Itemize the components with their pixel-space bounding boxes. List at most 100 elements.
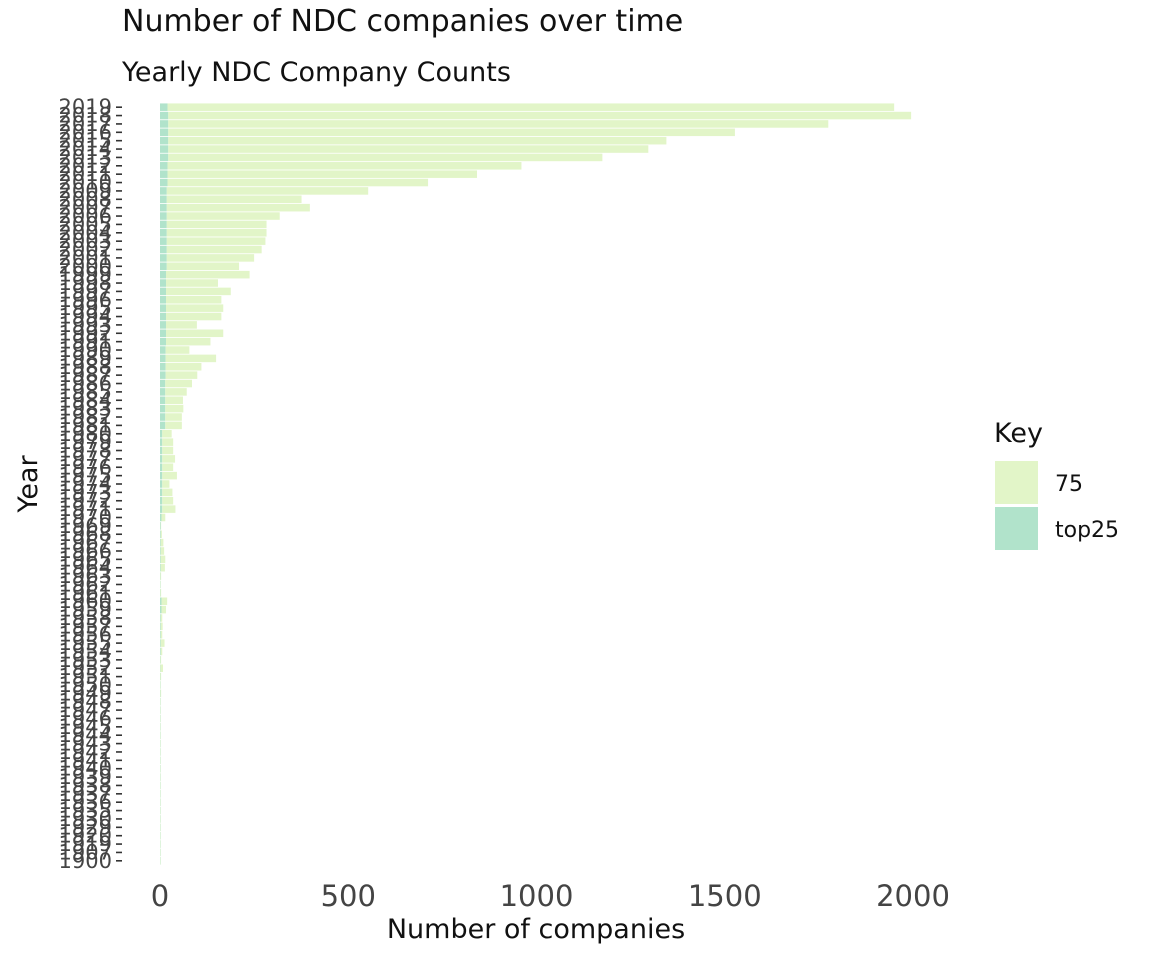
y-tick-label-2011: 2011: [59, 162, 112, 186]
y-tick-label-1948: 1948: [59, 690, 112, 714]
bar-75-1976: [162, 463, 174, 472]
bar-75-2003: [166, 237, 266, 245]
x-tick-label-1500: 1500: [688, 879, 762, 913]
y-tick-label-1964: 1964: [59, 556, 112, 580]
y-tick-label-1947: 1947: [59, 698, 112, 722]
y-tick-label-2002: 2002: [59, 238, 112, 262]
y-tick-label-1943: 1943: [59, 732, 112, 756]
bar-75-1985: [165, 388, 187, 396]
bar-top25-2005: [160, 220, 167, 229]
bar-75-1963: [160, 572, 162, 580]
y-tick-label-1941: 1941: [59, 748, 112, 772]
bar-top25-1993: [160, 321, 167, 329]
bar-top25-1975: [160, 471, 163, 480]
y-tick-label-1930: 1930: [59, 807, 112, 831]
bar-top25-1991: [160, 337, 167, 346]
bar-75-1998: [166, 279, 218, 287]
bar-top25-1994: [160, 312, 167, 321]
bar-75-1983: [165, 404, 184, 413]
y-tick-label-1907: 1907: [59, 840, 112, 864]
bar-top25-1959: [160, 605, 162, 614]
legend-swatch-top25: [995, 507, 1038, 550]
bar-75-1951: [160, 672, 162, 681]
bar-top25-1957: [160, 622, 161, 631]
bar-top25-1990: [160, 346, 166, 354]
bar-75-2018: [168, 111, 912, 120]
y-tick-label-2008: 2008: [59, 187, 112, 211]
y-axis: 2019201820172016201520142013201220112010…: [59, 95, 122, 873]
y-tick-label-1945: 1945: [59, 715, 112, 739]
y-tick-label-1956: 1956: [59, 623, 112, 647]
bar-75-1971: [162, 505, 176, 513]
y-tick-label-1973: 1973: [59, 480, 112, 504]
bar-75-1953: [160, 656, 162, 664]
y-tick-label-1936: 1936: [59, 790, 112, 814]
bar-75-2010: [167, 178, 429, 187]
bar-top25-1988: [160, 363, 166, 371]
y-axis-title: Year: [13, 455, 44, 514]
bar-top25-1987: [160, 371, 166, 379]
bar-75-1955: [160, 639, 165, 647]
y-tick-label-2010: 2010: [59, 171, 112, 195]
y-tick-label-2009: 2009: [59, 179, 112, 203]
bar-75-1957: [160, 622, 163, 631]
bar-75-2011: [167, 170, 478, 178]
chart-title: Number of NDC companies over time: [122, 4, 683, 39]
bar-top25-2004: [160, 229, 167, 237]
bar-75-2009: [166, 187, 369, 195]
bar-75-2012: [167, 162, 522, 170]
y-tick-label-1966: 1966: [59, 539, 112, 563]
bar-75-1999: [166, 270, 250, 279]
bar-top25-2007: [160, 203, 167, 212]
bar-75-2002: [166, 245, 262, 254]
bar-75-1949: [160, 689, 162, 698]
legend-swatch-75: [995, 461, 1038, 504]
bar-75-2008: [166, 195, 302, 204]
bar-75-1973: [162, 488, 173, 497]
bar-top25-1996: [160, 296, 167, 304]
y-tick-label-1993: 1993: [59, 313, 112, 337]
bar-top25-1967: [160, 538, 161, 547]
bar-top25-1986: [160, 379, 166, 388]
bar-top25-1998: [160, 279, 167, 287]
bar-top25-1970: [160, 513, 162, 522]
bar-top25-1972: [160, 496, 163, 505]
y-tick-label-1999: 1999: [59, 263, 112, 287]
y-tick-label-1980: 1980: [59, 422, 112, 446]
y-tick-label-1970: 1970: [59, 505, 112, 529]
bar-75-1974: [162, 480, 170, 488]
bar-75-1972: [162, 496, 174, 505]
y-tick-label-1995: 1995: [59, 296, 112, 320]
y-tick-label-1996: 1996: [59, 288, 112, 312]
y-tick-label-1958: 1958: [59, 606, 112, 630]
bar-75-1964: [160, 563, 165, 572]
bar-75-1956: [160, 630, 163, 639]
bar-top25-1973: [160, 488, 163, 497]
y-tick-label-1969: 1969: [59, 514, 112, 538]
bar-75-1959: [161, 605, 167, 614]
y-tick-label-1919: 1919: [59, 832, 112, 856]
bar-top25-1969: [160, 522, 161, 530]
y-tick-label-1982: 1982: [59, 405, 112, 429]
bar-top25-1966: [160, 547, 161, 555]
bar-top25-1974: [160, 480, 163, 488]
bar-75-1980: [162, 429, 172, 438]
y-tick-label-1949: 1949: [59, 681, 112, 705]
bar-top25-1976: [160, 463, 163, 472]
y-tick-label-2006: 2006: [59, 204, 112, 228]
y-tick-label-1987: 1987: [59, 363, 112, 387]
bar-75-2015: [168, 136, 667, 145]
y-tick-label-1940: 1940: [59, 757, 112, 781]
y-tick-label-2001: 2001: [59, 246, 112, 270]
y-tick-label-2015: 2015: [59, 129, 112, 153]
bar-top25-2003: [160, 237, 167, 245]
bar-75-2016: [168, 128, 735, 137]
y-tick-label-2018: 2018: [59, 104, 112, 128]
y-tick-label-1938: 1938: [59, 773, 112, 797]
y-tick-label-1984: 1984: [59, 388, 112, 412]
bar-top25-1971: [160, 505, 163, 513]
bar-top25-2002: [160, 245, 167, 254]
bar-top25-2017: [160, 120, 169, 128]
bar-top25-1964: [160, 563, 161, 572]
y-tick-label-1994: 1994: [59, 305, 112, 329]
